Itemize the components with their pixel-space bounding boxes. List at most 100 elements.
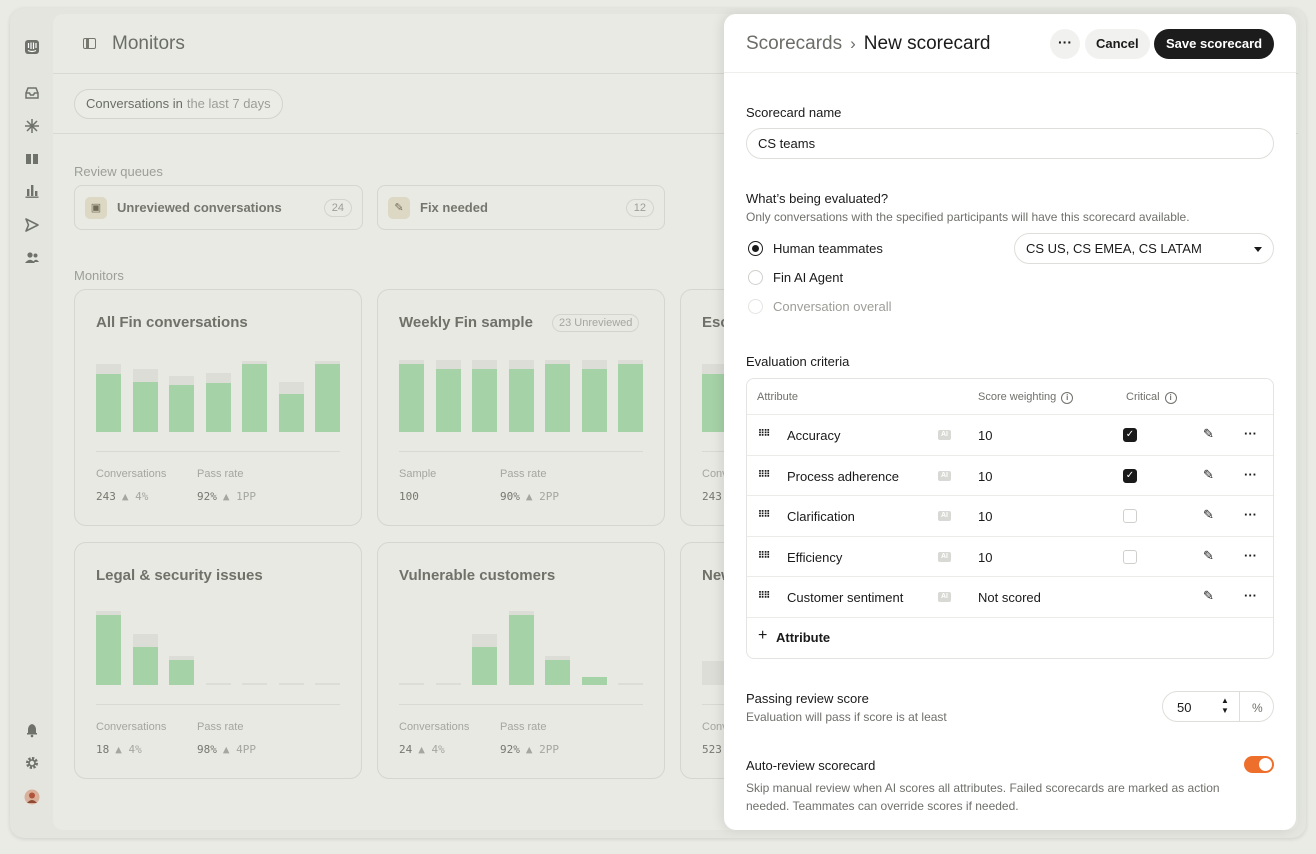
- radio-human-teammates[interactable]: Human teammates: [748, 241, 883, 256]
- monitor-card[interactable]: Vulnerable customers Conversations 24 ▲ 4% P…: [377, 542, 665, 779]
- date-filter-chip[interactable]: Conversations in the last 7 days: [74, 88, 283, 119]
- auto-review-toggle[interactable]: [1244, 756, 1274, 773]
- scorecard-name-label: Scorecard name: [746, 105, 842, 120]
- critical-checkbox[interactable]: ✓: [1123, 468, 1137, 483]
- more-icon[interactable]: ···: [1244, 507, 1257, 522]
- col-weighting-label: Score weighting: [978, 391, 1057, 403]
- edit-icon[interactable]: ✎: [1203, 588, 1214, 603]
- score-weighting[interactable]: Not scored: [978, 590, 1041, 605]
- chart-bar-fill: [545, 364, 570, 432]
- queue-fix-needed[interactable]: ✎ Fix needed 12: [377, 185, 665, 230]
- chart-bar: [315, 360, 340, 432]
- radio-fin-ai-agent[interactable]: Fin AI Agent: [748, 270, 843, 285]
- info-icon[interactable]: i: [1061, 392, 1074, 404]
- outbound-icon[interactable]: [24, 217, 40, 233]
- stat-delta: ▲ 2PP: [525, 743, 559, 756]
- chart-bar-fill: [169, 660, 194, 685]
- filter-prefix: Conversations in: [86, 96, 183, 111]
- edit-icon[interactable]: ✎: [1203, 426, 1214, 441]
- col-critical: Critical i: [1126, 391, 1177, 404]
- edit-icon[interactable]: ✎: [1203, 507, 1214, 522]
- criteria-row: ⠿⠿ Clarification AI 10 ✎ ···: [747, 496, 1273, 537]
- save-scorecard-button[interactable]: Save scorecard: [1154, 29, 1275, 59]
- chart-bar: [472, 633, 497, 685]
- settings-icon[interactable]: [24, 755, 40, 771]
- radio-indicator[interactable]: [748, 270, 763, 285]
- passing-score-value: 50: [1177, 700, 1192, 715]
- col-critical-label: Critical: [1126, 391, 1160, 403]
- logo-icon[interactable]: [24, 39, 40, 55]
- knowledge-icon[interactable]: [24, 151, 40, 167]
- breadcrumb-current: New scorecard: [863, 33, 991, 54]
- fin-icon[interactable]: [24, 118, 40, 134]
- queue-unreviewed[interactable]: ▣ Unreviewed conversations 24: [74, 185, 363, 230]
- more-icon[interactable]: ···: [1244, 466, 1257, 482]
- chart-bar: [399, 360, 424, 432]
- contacts-icon[interactable]: [24, 250, 40, 266]
- score-weighting[interactable]: 10: [978, 468, 993, 484]
- edit-icon[interactable]: ✎: [1203, 547, 1214, 563]
- stat-number: 243: [96, 490, 116, 503]
- stat-value: 243: [702, 490, 722, 503]
- drag-handle-icon[interactable]: ⠿⠿: [758, 590, 770, 600]
- percent-unit: %: [1252, 701, 1263, 715]
- chart-bar: [205, 683, 231, 685]
- review-icon: ▣: [85, 196, 107, 219]
- score-weighting[interactable]: 10: [978, 509, 993, 524]
- add-attribute-button[interactable]: + Attribute: [747, 618, 1273, 656]
- chart-bar: [242, 683, 267, 685]
- stat-delta-value: 2PP: [539, 743, 559, 756]
- chart-bar-fill: [702, 373, 727, 432]
- monitor-card[interactable]: Legal & security issues Conversations 18 ▲ …: [74, 542, 362, 779]
- monitor-title: Weekly Fin sample: [399, 314, 533, 331]
- monitors-heading: Monitors: [74, 268, 124, 283]
- score-weighting[interactable]: 10: [978, 549, 993, 565]
- reports-icon[interactable]: [24, 183, 40, 199]
- more-icon[interactable]: ···: [1244, 547, 1257, 563]
- chart-bar-fill: [435, 368, 461, 432]
- chart-bar: [205, 372, 231, 432]
- more-icon[interactable]: ···: [1244, 588, 1257, 603]
- monitor-card[interactable]: Weekly Fin sample 23 Unreviewed Sample 100 P…: [377, 289, 665, 526]
- chart-baseline: [96, 451, 340, 452]
- drag-handle-icon[interactable]: ⠿⠿: [758, 549, 770, 560]
- teams-select-value: CS US, CS EMEA, CS LATAM: [1026, 241, 1202, 256]
- radio-indicator[interactable]: [748, 241, 763, 256]
- chart-bar-fill: [508, 614, 534, 685]
- stat-number: 92%: [500, 743, 520, 756]
- sidebar-toggle-icon[interactable]: [83, 38, 96, 49]
- passing-score-help: Evaluation will pass if score is at leas…: [746, 710, 947, 724]
- passing-score-input[interactable]: 50 ▲ ▼ %: [1162, 691, 1274, 722]
- teams-select[interactable]: CS US, CS EMEA, CS LATAM: [1014, 233, 1274, 264]
- critical-checkbox[interactable]: ✓: [1123, 428, 1137, 442]
- more-options-button[interactable]: ···: [1050, 29, 1080, 59]
- new-scorecard-panel: Scorecards › New scorecard ··· Cancel Sa…: [724, 14, 1296, 830]
- chart-bar: [508, 610, 534, 685]
- panel-header: Scorecards › New scorecard ··· Cancel Sa…: [724, 14, 1296, 73]
- chart-bar: [472, 360, 497, 432]
- breadcrumb-scorecards[interactable]: Scorecards: [746, 33, 843, 54]
- critical-checkbox[interactable]: [1123, 509, 1137, 523]
- critical-checkbox[interactable]: [1123, 549, 1137, 564]
- stepper-icon[interactable]: ▲ ▼: [1221, 696, 1229, 715]
- chart-bar: [169, 656, 194, 685]
- scorecard-name-input[interactable]: CS teams: [746, 128, 1274, 159]
- drag-handle-icon[interactable]: ⠿⠿: [758, 468, 770, 479]
- monitor-card[interactable]: All Fin conversations Conversations 243 ▲ 4…: [74, 289, 362, 526]
- stat-delta: ▲ 4%: [115, 743, 142, 756]
- chart-bar-fill: [545, 660, 570, 685]
- more-icon[interactable]: ···: [1244, 426, 1257, 441]
- chevron-down-icon: [1254, 247, 1262, 252]
- cancel-button[interactable]: Cancel: [1085, 29, 1150, 59]
- chart-bar-fill: [315, 364, 340, 432]
- drag-handle-icon[interactable]: ⠿⠿: [758, 428, 770, 438]
- drag-handle-icon[interactable]: ⠿⠿: [758, 509, 770, 519]
- avatar[interactable]: [24, 789, 40, 805]
- inbox-icon[interactable]: [24, 85, 40, 101]
- ai-badge-icon: AI: [938, 511, 951, 521]
- score-weighting[interactable]: 10: [978, 428, 993, 443]
- edit-icon[interactable]: ✎: [1203, 466, 1214, 482]
- notifications-icon[interactable]: [24, 722, 40, 738]
- info-icon[interactable]: i: [1164, 392, 1177, 404]
- stat-value: 90% ▲ 2PP: [500, 490, 559, 503]
